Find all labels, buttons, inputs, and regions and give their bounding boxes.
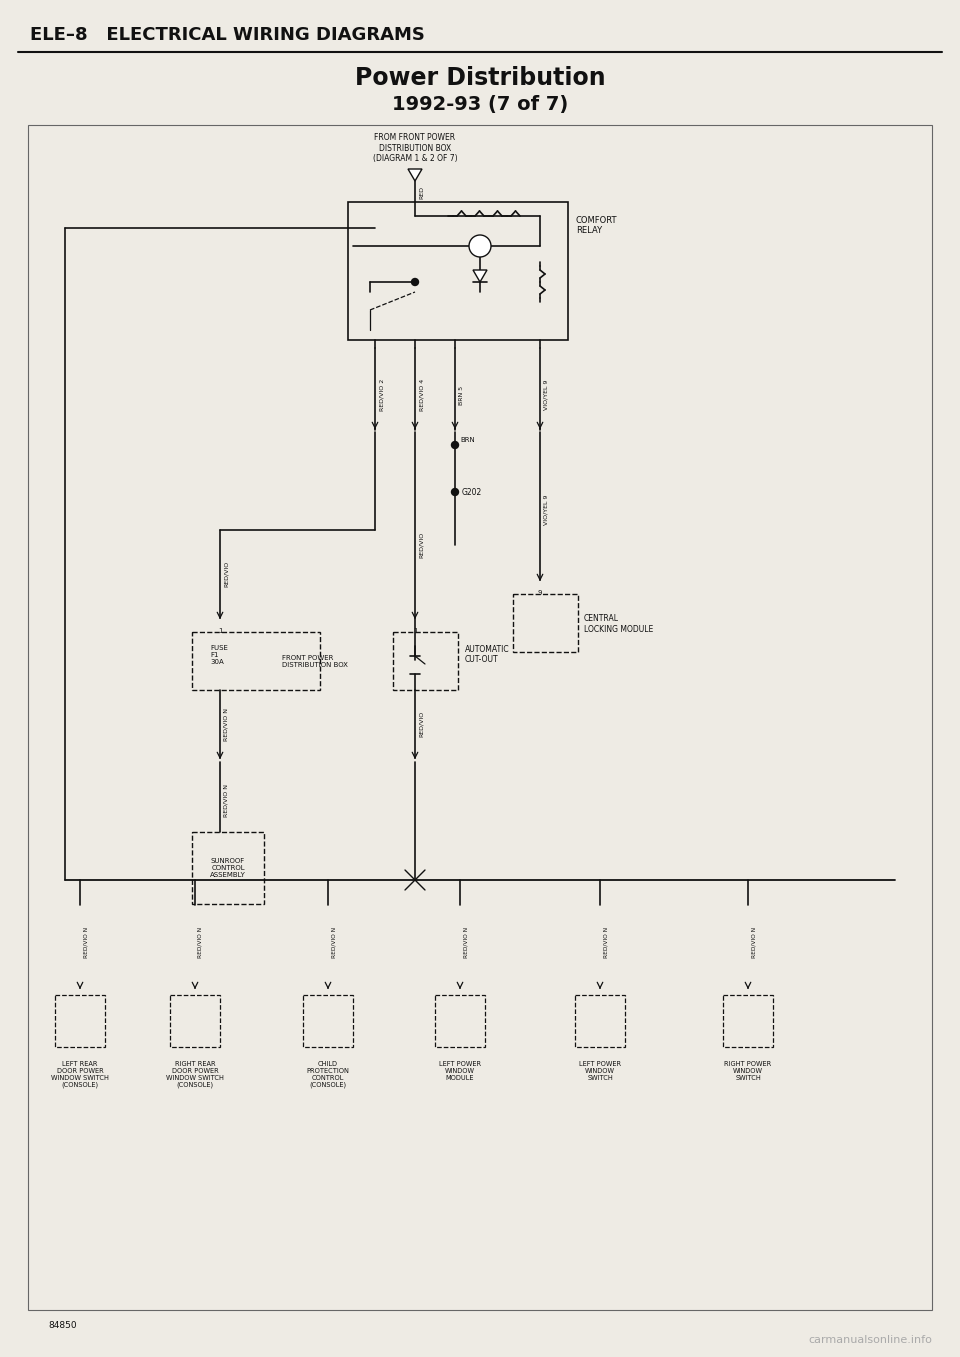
Text: BRN: BRN [460, 437, 475, 442]
Text: RED/VIO: RED/VIO [419, 532, 424, 558]
Polygon shape [473, 270, 487, 282]
Text: RED/VIO N: RED/VIO N [224, 783, 229, 817]
Text: 9: 9 [538, 590, 542, 596]
Text: LEFT POWER
WINDOW
MODULE: LEFT POWER WINDOW MODULE [439, 1061, 481, 1082]
Text: 1: 1 [218, 628, 223, 634]
Text: RED/VIO N: RED/VIO N [198, 927, 203, 958]
Text: Power Distribution: Power Distribution [354, 66, 606, 90]
Text: VIO/YEL 9: VIO/YEL 9 [544, 380, 549, 410]
Text: RED/VIO: RED/VIO [224, 560, 229, 588]
Text: 1: 1 [413, 628, 418, 634]
Text: RED/VIO N: RED/VIO N [603, 927, 608, 958]
Text: RIGHT REAR
DOOR POWER
WINDOW SWITCH
(CONSOLE): RIGHT REAR DOOR POWER WINDOW SWITCH (CON… [166, 1061, 224, 1088]
Text: LEFT REAR
DOOR POWER
WINDOW SWITCH
(CONSOLE): LEFT REAR DOOR POWER WINDOW SWITCH (CONS… [51, 1061, 108, 1088]
Text: SUNROOF
CONTROL
ASSEMBLY: SUNROOF CONTROL ASSEMBLY [210, 858, 246, 878]
Text: RED: RED [419, 186, 424, 198]
Bar [393, 632, 458, 689]
Text: ELE–8   ELECTRICAL WIRING DIAGRAMS: ELE–8 ELECTRICAL WIRING DIAGRAMS [30, 26, 425, 43]
Text: 84850: 84850 [48, 1322, 77, 1330]
Text: RED/VIO N: RED/VIO N [331, 927, 336, 958]
Text: RED/VIO N: RED/VIO N [83, 927, 88, 958]
Text: RED/VIO N: RED/VIO N [224, 707, 229, 741]
Text: CHILD
PROTECTION
CONTROL
(CONSOLE): CHILD PROTECTION CONTROL (CONSOLE) [306, 1061, 349, 1088]
Bar [192, 832, 264, 904]
Bar [348, 202, 568, 341]
Text: AUTOMATIC
CUT-OUT: AUTOMATIC CUT-OUT [465, 645, 510, 665]
Bar [55, 995, 105, 1048]
Polygon shape [408, 170, 422, 180]
Text: CENTRAL
LOCKING MODULE: CENTRAL LOCKING MODULE [584, 615, 653, 634]
Text: COMFORT
RELAY: COMFORT RELAY [576, 216, 617, 235]
Text: carmanualsonline.info: carmanualsonline.info [808, 1335, 932, 1345]
Text: RED/VIO N: RED/VIO N [751, 927, 756, 958]
Bar [435, 995, 485, 1048]
Text: FUSE
F1
30A: FUSE F1 30A [210, 645, 228, 665]
Bar [303, 995, 353, 1048]
Text: BRN 5: BRN 5 [459, 385, 464, 404]
Text: VIO/YEL 9: VIO/YEL 9 [544, 495, 549, 525]
Text: FRONT POWER
DISTRIBUTION BOX: FRONT POWER DISTRIBUTION BOX [282, 654, 348, 668]
Bar [170, 995, 220, 1048]
Text: RIGHT POWER
WINDOW
SWITCH: RIGHT POWER WINDOW SWITCH [725, 1061, 772, 1082]
Bar [723, 995, 773, 1048]
Text: RED/VIO 4: RED/VIO 4 [419, 379, 424, 411]
Text: G202: G202 [462, 487, 482, 497]
Text: RED/VIO: RED/VIO [419, 711, 424, 737]
Text: LEFT POWER
WINDOW
SWITCH: LEFT POWER WINDOW SWITCH [579, 1061, 621, 1082]
Text: FROM FRONT POWER
DISTRIBUTION BOX
(DIAGRAM 1 & 2 OF 7): FROM FRONT POWER DISTRIBUTION BOX (DIAGR… [372, 133, 457, 163]
Text: 5: 5 [413, 171, 417, 176]
Text: 1992-93 (7 of 7): 1992-93 (7 of 7) [392, 95, 568, 114]
Circle shape [451, 441, 459, 449]
Bar [192, 632, 320, 689]
Circle shape [412, 278, 419, 285]
Circle shape [469, 235, 491, 256]
Circle shape [451, 489, 459, 495]
Bar [575, 995, 625, 1048]
Bar [28, 125, 932, 1310]
Text: RED/VIO 2: RED/VIO 2 [379, 379, 384, 411]
Bar [513, 594, 578, 651]
Text: RED/VIO N: RED/VIO N [463, 927, 468, 958]
